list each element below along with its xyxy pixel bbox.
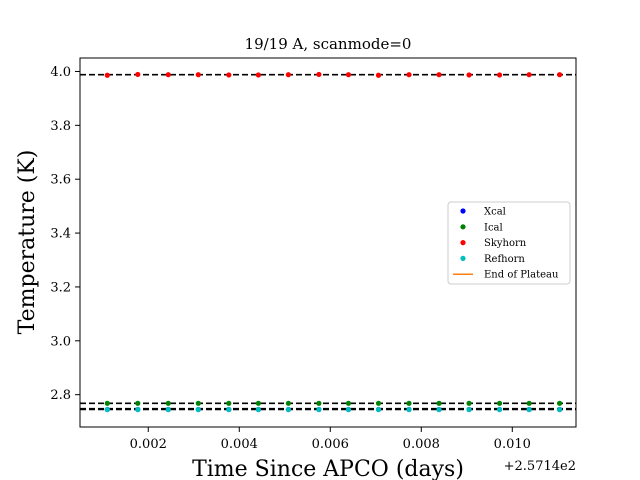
skyhorn-point: [375, 72, 382, 78]
legend-label: End of Plateau: [484, 270, 559, 281]
ical-point: [345, 400, 352, 406]
ical-point: [557, 400, 563, 406]
ical-point: [436, 400, 442, 406]
refhorn-point: [285, 406, 292, 413]
skyhorn-point: [436, 72, 442, 78]
x-axis-ticks: 0.002 0.004 0.006 0.008 0.010: [130, 427, 531, 452]
ical-point: [316, 400, 322, 406]
ical-point: [406, 400, 412, 406]
chart-title: 19/19 A, scanmode=0: [245, 35, 412, 53]
legend-marker: [460, 208, 466, 214]
skyhorn-point: [255, 72, 261, 78]
refhorn-point: [466, 406, 472, 413]
x-tick-label: 0.008: [403, 437, 440, 452]
legend-marker: [460, 255, 466, 261]
x-axis-offset: +2.5714e2: [504, 459, 576, 474]
refhorn-point: [345, 406, 352, 413]
legend-label: Skyhorn: [484, 238, 527, 249]
y-tick-label: 4.0: [50, 65, 71, 80]
ical-point: [375, 400, 382, 406]
skyhorn-point: [345, 72, 352, 78]
refhorn-point: [104, 406, 110, 413]
skyhorn-point: [406, 72, 412, 78]
ical-point: [285, 400, 292, 406]
legend-marker: [460, 240, 466, 246]
skyhorn-point: [316, 71, 322, 78]
skyhorn-point: [496, 72, 503, 78]
ical-point: [135, 400, 141, 406]
ical-point: [226, 400, 232, 406]
skyhorn-point: [285, 72, 292, 78]
refhorn-point: [557, 406, 563, 413]
x-axis-label: Time Since APCO (days): [192, 457, 464, 480]
skyhorn-point: [195, 72, 201, 78]
refhorn-point: [496, 406, 503, 413]
skyhorn-point: [557, 72, 563, 78]
y-tick-label: 3.2: [50, 280, 71, 295]
refhorn-point: [436, 406, 442, 413]
ical-point: [496, 400, 503, 406]
x-tick-label: 0.004: [221, 437, 258, 452]
legend-box: [447, 201, 571, 285]
y-axis-label: Temperature (K): [15, 150, 40, 335]
skyhorn-point: [104, 72, 110, 78]
y-tick-label: 3.8: [50, 119, 71, 134]
x-tick-label: 0.006: [312, 437, 349, 452]
ical-point: [104, 400, 110, 406]
ical-point: [165, 400, 171, 406]
refhorn-point: [316, 406, 322, 413]
refhorn-point: [135, 406, 141, 413]
reference-lines: [80, 73, 576, 411]
ical-point: [466, 400, 472, 406]
skyhorn-point: [226, 72, 232, 78]
refhorn-point: [195, 406, 201, 413]
ical-point: [255, 400, 261, 406]
refhorn-point: [375, 406, 382, 413]
legend-label: Xcal: [484, 207, 506, 218]
ical-point: [195, 400, 201, 406]
legend: Xcal Ical Skyhorn Refhorn End of Plateau: [447, 201, 571, 285]
y-axis-ticks: 2.8 3.0 3.2 3.4 3.6 3.8 4.0: [50, 65, 80, 403]
refhorn-point: [526, 406, 532, 413]
data-points: [104, 71, 563, 413]
legend-label: Ical: [484, 222, 503, 233]
x-tick-label: 0.002: [130, 437, 167, 452]
y-tick-label: 2.8: [50, 388, 71, 403]
skyhorn-point: [135, 71, 141, 78]
skyhorn-point: [466, 72, 472, 78]
refhorn-point: [226, 406, 232, 413]
skyhorn-point: [526, 72, 532, 78]
skyhorn-point: [165, 72, 171, 78]
plot-frame: [79, 57, 577, 428]
y-tick-label: 3.6: [50, 173, 71, 188]
y-tick-label: 3.4: [50, 227, 71, 242]
x-tick-label: 0.010: [494, 437, 531, 452]
legend-marker: [460, 224, 466, 230]
legend-label: Refhorn: [484, 254, 525, 265]
refhorn-point: [165, 406, 171, 413]
refhorn-point: [255, 406, 261, 413]
ical-point: [526, 400, 532, 406]
y-tick-label: 3.0: [50, 334, 71, 349]
refhorn-point: [406, 406, 412, 413]
